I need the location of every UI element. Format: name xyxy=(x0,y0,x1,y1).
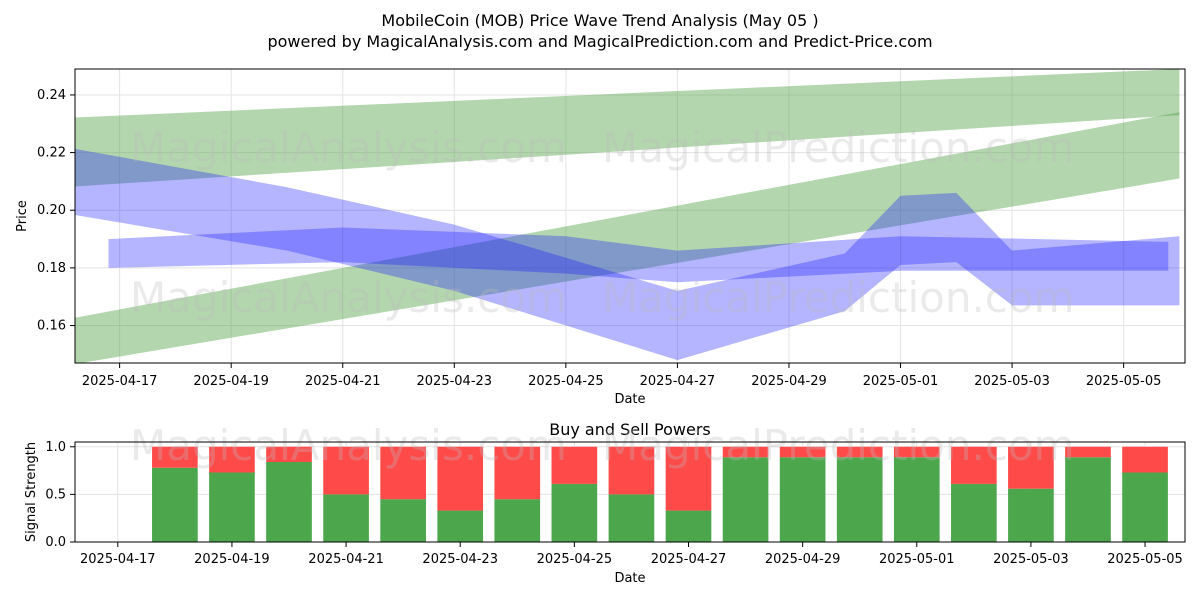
signal-x-tick-label: 2025-04-23 xyxy=(422,552,498,567)
signal-y-tick-label: 0.5 xyxy=(45,487,66,502)
sell-bar xyxy=(608,446,655,495)
buy-bar xyxy=(209,472,255,542)
signal-x-tick-label: 2025-05-03 xyxy=(993,552,1069,567)
price-y-ticks: 0.16 0.18 0.20 0.22 0.24 xyxy=(37,88,75,334)
sell-bar xyxy=(893,446,940,458)
green-band-0 xyxy=(75,69,1180,187)
signal-panel: Buy and Sell Powers MagicalAnalysis.com … xyxy=(24,420,1186,586)
signal-y-ticks: 0.0 0.5 1.0 xyxy=(45,440,75,550)
price-frame xyxy=(74,68,1186,364)
signal-y-label: Signal Strength xyxy=(24,442,39,542)
sell-bar xyxy=(1065,446,1111,458)
price-x-tick-label: 2025-04-19 xyxy=(193,374,269,389)
sell-bar xyxy=(779,446,826,458)
price-x-ticks: 2025-04-17 2025-04-19 2025-04-21 2025-04-23… xyxy=(82,363,1162,389)
buy-bar xyxy=(266,462,312,542)
signal-title: Buy and Sell Powers xyxy=(549,420,711,439)
green-band-1 xyxy=(75,112,1180,363)
sell-bar xyxy=(209,446,255,473)
sell-bar xyxy=(665,446,712,511)
buy-bar xyxy=(551,483,598,542)
signal-frame xyxy=(74,441,1186,543)
price-y-tick-label: 0.16 xyxy=(37,319,66,334)
watermark-analysis-2: MagicalAnalysis.com xyxy=(130,273,567,322)
buy-bar xyxy=(836,457,883,542)
signal-x-ticks: 2025-04-17 2025-04-19 2025-04-21 2025-04-23… xyxy=(80,542,1183,567)
signal-y-tick-label: 0.0 xyxy=(45,535,66,550)
signal-watermarks: MagicalAnalysis.com MagicalPrediction.co… xyxy=(130,421,1075,470)
watermark-analysis-3: MagicalAnalysis.com xyxy=(130,421,567,470)
sell-bar xyxy=(266,446,312,462)
signal-x-tick-label: 2025-04-25 xyxy=(537,552,613,567)
chart-title: MobileCoin (MOB) Price Wave Trend Analys… xyxy=(381,11,818,30)
signal-x-label: Date xyxy=(614,571,645,586)
price-y-label: Price xyxy=(15,200,30,232)
chart-subtitle: powered by MagicalAnalysis.com and Magic… xyxy=(267,32,932,51)
sell-bar xyxy=(152,446,198,468)
buy-bar xyxy=(152,467,198,542)
buy-bar xyxy=(1008,488,1054,542)
price-x-tick-label: 2025-05-05 xyxy=(1086,374,1162,389)
sell-bar xyxy=(836,446,883,458)
signal-x-tick-label: 2025-05-05 xyxy=(1107,552,1183,567)
price-y-tick-label: 0.22 xyxy=(37,146,66,161)
price-watermarks: MagicalAnalysis.com MagicalPrediction.co… xyxy=(130,123,1075,322)
sell-bar xyxy=(722,446,769,458)
price-x-tick-label: 2025-05-01 xyxy=(863,374,939,389)
sell-bar xyxy=(551,446,598,484)
signal-x-tick-label: 2025-04-29 xyxy=(765,552,841,567)
buy-bar xyxy=(951,483,997,542)
buy-bar xyxy=(494,499,541,542)
buy-bar xyxy=(323,494,369,542)
sell-bar xyxy=(494,446,541,500)
sell-bar xyxy=(437,446,484,511)
price-x-tick-label: 2025-04-21 xyxy=(305,374,381,389)
buy-bar xyxy=(722,457,769,542)
price-y-tick-label: 0.18 xyxy=(37,261,66,276)
price-x-tick-label: 2025-05-03 xyxy=(974,374,1050,389)
buy-bar xyxy=(608,494,655,542)
blue-band-3 xyxy=(108,227,1169,283)
price-x-label: Date xyxy=(614,392,645,407)
buy-bar xyxy=(437,510,484,542)
sell-bar xyxy=(1122,446,1168,473)
buy-bar xyxy=(779,457,826,542)
signal-x-tick-label: 2025-04-27 xyxy=(651,552,727,567)
buy-bar xyxy=(1065,457,1111,542)
price-y-tick-label: 0.20 xyxy=(37,203,66,218)
signal-x-tick-label: 2025-04-17 xyxy=(80,552,156,567)
price-y-tick-label: 0.24 xyxy=(37,88,66,103)
watermark-prediction-3: MagicalPrediction.com xyxy=(602,421,1075,470)
price-bands xyxy=(75,69,1180,363)
signal-y-tick-label: 1.0 xyxy=(45,440,66,455)
buy-bar xyxy=(893,457,940,542)
signal-x-tick-label: 2025-05-01 xyxy=(879,552,955,567)
buy-bar xyxy=(665,510,712,542)
price-grid xyxy=(75,69,1185,363)
signal-x-tick-label: 2025-04-19 xyxy=(194,552,270,567)
price-panel: MagicalAnalysis.com MagicalPrediction.co… xyxy=(15,68,1186,407)
price-x-tick-label: 2025-04-27 xyxy=(640,374,716,389)
sell-bar xyxy=(323,446,369,495)
blue-band-2 xyxy=(75,148,1180,361)
sell-bar xyxy=(951,446,997,484)
watermark-prediction-1: MagicalPrediction.com xyxy=(602,123,1075,172)
price-x-tick-label: 2025-04-17 xyxy=(82,374,158,389)
price-x-tick-label: 2025-04-23 xyxy=(417,374,493,389)
buy-bar xyxy=(380,499,426,542)
signal-bars xyxy=(152,446,1168,542)
watermark-analysis-1: MagicalAnalysis.com xyxy=(130,123,567,172)
price-x-tick-label: 2025-04-29 xyxy=(751,374,827,389)
buy-bar xyxy=(1122,472,1168,542)
sell-bar xyxy=(1008,446,1054,489)
signal-x-tick-label: 2025-04-21 xyxy=(308,552,384,567)
watermark-prediction-2: MagicalPrediction.com xyxy=(602,273,1075,322)
sell-bar xyxy=(380,446,426,500)
price-x-tick-label: 2025-04-25 xyxy=(528,374,604,389)
